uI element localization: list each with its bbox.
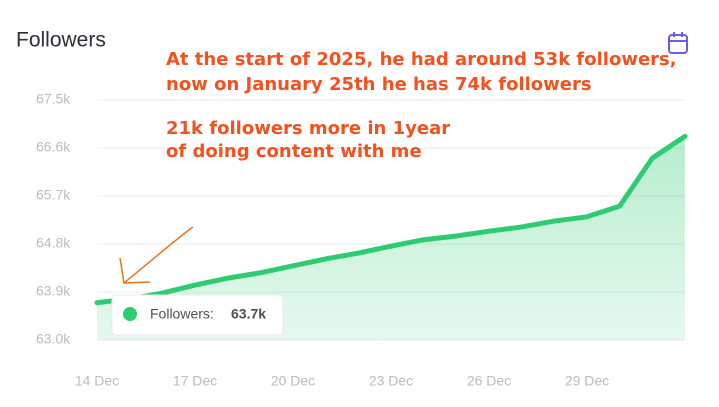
x-tick-label: 26 Dec: [467, 373, 511, 389]
tooltip-box: [111, 294, 284, 336]
calendar-icon[interactable]: [668, 32, 688, 54]
y-tick-label: 66.6k: [36, 139, 71, 155]
annotation: now on January 25th he has 74k followers: [166, 74, 592, 95]
y-tick-label: 64.8k: [36, 235, 71, 251]
y-tick-label: 67.5k: [36, 91, 71, 107]
x-tick-label: 23 Dec: [369, 373, 413, 389]
line: [94, 133, 688, 306]
y-tick-label: 63.0k: [36, 331, 71, 347]
chart-title: Followers: [16, 29, 106, 52]
tooltip-dot: [123, 307, 137, 321]
y-tick-label: 63.9k: [36, 283, 71, 299]
tooltip-label: Followers:: [150, 306, 214, 322]
area: [97, 136, 685, 340]
y-tick-label: 65.7k: [36, 187, 71, 203]
x-tick-label: 17 Dec: [173, 373, 217, 389]
tooltip-value: 63.7k: [231, 306, 266, 322]
annotation: At the start of 2025, he had around 53k …: [166, 49, 677, 70]
x-tick-label: 14 Dec: [75, 373, 119, 389]
annotation: 21k followers more in 1year: [166, 118, 450, 139]
x-tick-label: 20 Dec: [271, 373, 315, 389]
tooltip: Followers: 63.7k: [111, 294, 284, 336]
annotation: of doing content with me: [166, 141, 422, 162]
hand-arrow: [119, 226, 194, 284]
x-tick-label: 29 Dec: [565, 373, 609, 389]
